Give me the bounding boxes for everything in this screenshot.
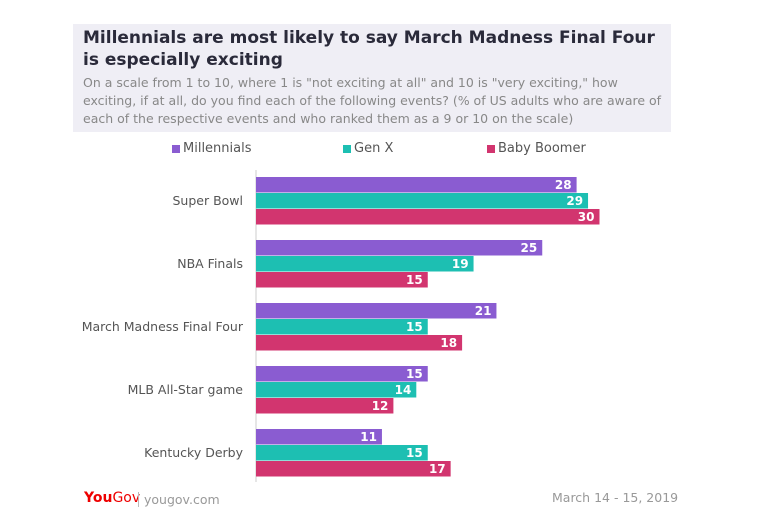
bar	[256, 209, 600, 225]
bar	[256, 335, 463, 351]
data-label: 12	[372, 399, 389, 413]
chart-subtitle: On a scale from 1 to 10, where 1 is "not…	[83, 75, 662, 126]
legend-label: Baby Boomer	[498, 141, 586, 156]
bar	[256, 256, 474, 272]
yougov-logo: YouGov	[84, 490, 141, 506]
chart-header: Millennials are most likely to say March…	[73, 24, 671, 132]
legend-item: Gen X	[343, 141, 393, 156]
data-label: 21	[475, 304, 492, 318]
bar	[256, 177, 577, 193]
data-label: 15	[406, 273, 423, 287]
data-label: 25	[521, 241, 538, 255]
footer-url: yougov.com	[138, 492, 220, 507]
legend-label: Gen X	[354, 141, 394, 156]
data-label: 11	[360, 430, 377, 444]
legend-label: Millennials	[183, 141, 252, 156]
data-label: 18	[440, 336, 457, 350]
category-label: NBA Finals	[177, 256, 243, 271]
category-label: Kentucky Derby	[144, 445, 243, 460]
legend-swatch	[343, 144, 351, 153]
bar	[256, 398, 394, 414]
category-label: Super Bowl	[172, 193, 243, 208]
data-label: 15	[406, 320, 423, 334]
bar	[256, 303, 497, 319]
data-label: 17	[429, 462, 446, 476]
bar	[256, 272, 428, 288]
bar	[256, 240, 543, 256]
category-label: March Madness Final Four	[82, 319, 244, 334]
data-label: 29	[566, 194, 583, 208]
data-label: 30	[578, 210, 595, 224]
legend-item: Millennials	[172, 141, 252, 156]
legend-swatch	[487, 144, 495, 153]
legend-swatch	[172, 144, 180, 153]
chart-title: Millennials are most likely to say March…	[83, 28, 655, 70]
legend-item: Baby Boomer	[487, 141, 586, 156]
footer-date: March 14 - 15, 2019	[552, 490, 679, 505]
bar	[256, 461, 451, 477]
bar	[256, 445, 428, 461]
data-label: 15	[406, 367, 423, 381]
bar	[256, 366, 428, 382]
bar	[256, 319, 428, 335]
data-label: 19	[452, 257, 469, 271]
bar	[256, 193, 589, 209]
category-label: MLB All-Star game	[128, 382, 244, 397]
bar	[256, 382, 417, 398]
data-label: 14	[395, 383, 412, 397]
bar	[256, 429, 382, 445]
data-label: 28	[555, 178, 572, 192]
data-label: 15	[406, 446, 423, 460]
